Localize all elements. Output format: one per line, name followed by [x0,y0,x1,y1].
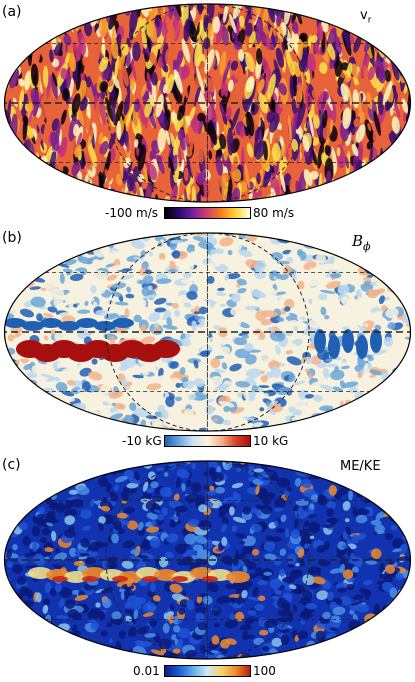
panel-a-field-sub: r [367,15,372,26]
panel-c-label: (c) [2,457,21,473]
panel-c-colorbar-max-label: 100 [253,664,276,678]
panel-c-colorbar [164,665,251,677]
panel-b-label: (b) [2,230,22,246]
panel-a-mollweide-map [3,3,412,203]
panel-b-field: B [352,232,364,250]
panel-a-label: (a) [2,4,22,20]
panel-b-field-sub: ϕ [363,240,371,253]
panel-c-field: ME/KE [340,459,381,474]
panel-b-field-label: Bϕ [352,232,371,253]
panel-b-colorbar-max-label: 10 kG [253,434,289,448]
panel-b-colorbar-min-label: -10 kG [122,434,162,448]
panel-a-colorbar [164,207,251,219]
panel-c-mollweide-map [3,460,412,660]
panel-c-colorbar-min-label: 0.01 [133,664,160,678]
panel-a-field-label: vr [360,8,371,26]
panel-b-mollweide-map [3,232,412,432]
panel-a-field: v [360,8,368,23]
panel-b-colorbar [164,435,251,447]
panel-a-colorbar-min-label: -100 m/s [105,206,159,220]
panel-c-field-label: ME/KE [340,459,381,474]
panel-a-colorbar-max-label: 80 m/s [253,206,295,220]
